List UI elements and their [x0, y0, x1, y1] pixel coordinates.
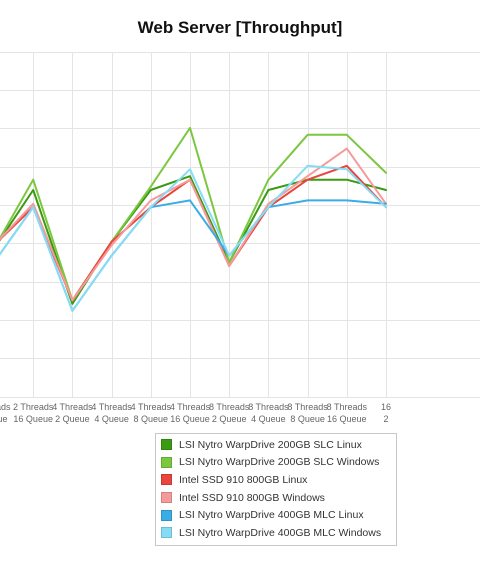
x-tick-label: 4 Threads 16 Queue [170, 402, 211, 424]
x-tick-label: 4 Threads 8 Queue [131, 402, 172, 424]
legend-label: LSI Nytro WarpDrive 400GB MLC Linux [179, 509, 364, 522]
legend-item-1[interactable]: LSI Nytro WarpDrive 200GB SLC Linux [156, 436, 396, 454]
x-tick-label: 16 2 [381, 402, 391, 424]
series-line-1 [0, 175, 387, 305]
x-tick-label: 4 Threads 2 Queue [52, 402, 93, 424]
x-tick-label: 8 Threads 4 Queue [248, 402, 289, 424]
legend-item-3[interactable]: Intel SSD 910 800GB Linux [156, 471, 396, 489]
chart-title: Web Server [Throughput] [137, 18, 343, 37]
legend-item-5[interactable]: LSI Nytro WarpDrive 400GB MLC Linux [156, 506, 396, 524]
series-line-2 [0, 126, 387, 302]
legend-swatch [161, 456, 172, 468]
legend-label: LSI Nytro WarpDrive 200GB SLC Linux [179, 438, 362, 451]
legend-item-2[interactable]: LSI Nytro WarpDrive 200GB SLC Windows [156, 454, 396, 472]
legend-swatch [161, 474, 172, 486]
x-tick-label: 2 Threads 16 Queue [13, 402, 54, 424]
legend-swatch [161, 509, 172, 521]
x-tick-label: 8 Threads 8 Queue [287, 402, 328, 424]
legend-item-6[interactable]: LSI Nytro WarpDrive 400GB MLC Windows [156, 524, 396, 542]
series-lines [0, 126, 387, 312]
legend-label: Intel SSD 910 800GB Windows [179, 491, 325, 504]
series-line-6 [0, 164, 387, 312]
gridlines [0, 52, 480, 398]
legend-label: LSI Nytro WarpDrive 200GB SLC Windows [179, 456, 380, 469]
legend-item-4[interactable]: Intel SSD 910 800GB Windows [156, 489, 396, 507]
legend-swatch [161, 527, 172, 539]
legend-label: LSI Nytro WarpDrive 400GB MLC Windows [179, 526, 382, 539]
x-tick-label: 4 Threads 4 Queue [91, 402, 132, 424]
legend-swatch [161, 492, 172, 504]
legend-swatch [161, 439, 172, 451]
legend-label: Intel SSD 910 800GB Linux [179, 473, 308, 486]
chart-legend: LSI Nytro WarpDrive 200GB SLC Linux LSI N… [155, 433, 397, 546]
x-tick-label: 8 Threads 16 Queue [327, 402, 368, 424]
x-tick-label: ThreadsQueue [0, 402, 11, 424]
x-tick-label: 8 Threads 2 Queue [209, 402, 250, 424]
